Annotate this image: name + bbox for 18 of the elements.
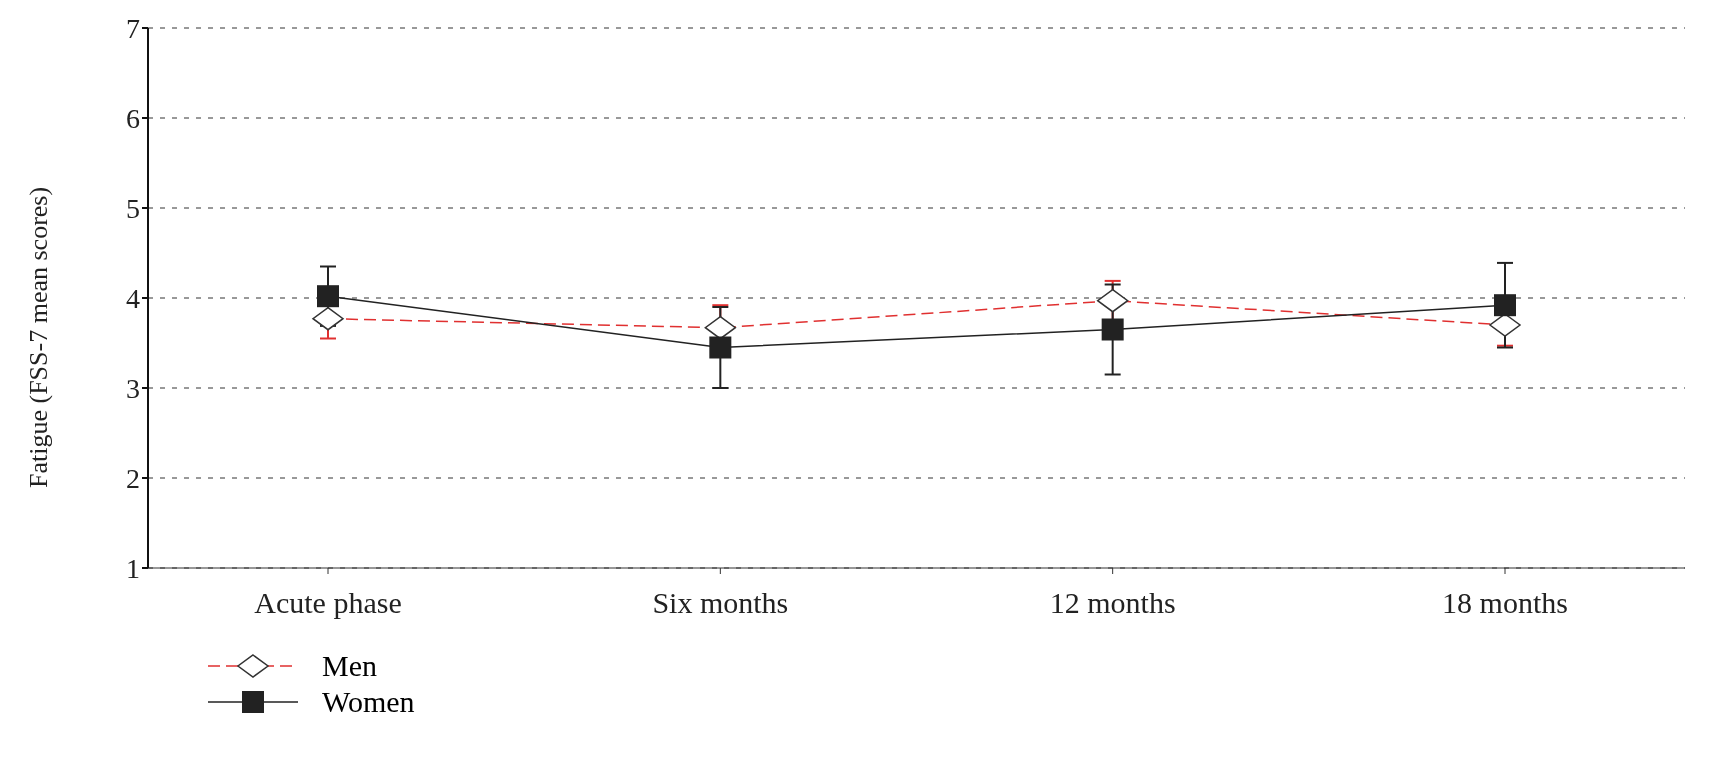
y-axis-title: Fatigue (FSS-7 mean scores): [24, 186, 54, 488]
legend-label: Women: [322, 685, 415, 719]
y-tick-label: 5: [126, 192, 140, 224]
point: [1101, 318, 1124, 341]
x-tick-label: 12 months: [1049, 586, 1176, 620]
x-tick-label: Acute phase: [254, 586, 402, 620]
point: [1494, 294, 1516, 317]
y-tick-label: 4: [126, 282, 140, 314]
y-tick-label: 3: [126, 372, 140, 404]
y-tick-label: 6: [126, 102, 140, 134]
point: [709, 336, 732, 359]
point: [317, 285, 339, 308]
y-tick-label: 2: [126, 462, 140, 494]
legend-label: Men: [322, 649, 377, 683]
x-tick-label: 18 months: [1442, 586, 1568, 620]
y-tick-label: 7: [126, 12, 140, 44]
x-tick-label: Six months: [652, 586, 789, 620]
y-tick-label: 1: [126, 552, 140, 584]
